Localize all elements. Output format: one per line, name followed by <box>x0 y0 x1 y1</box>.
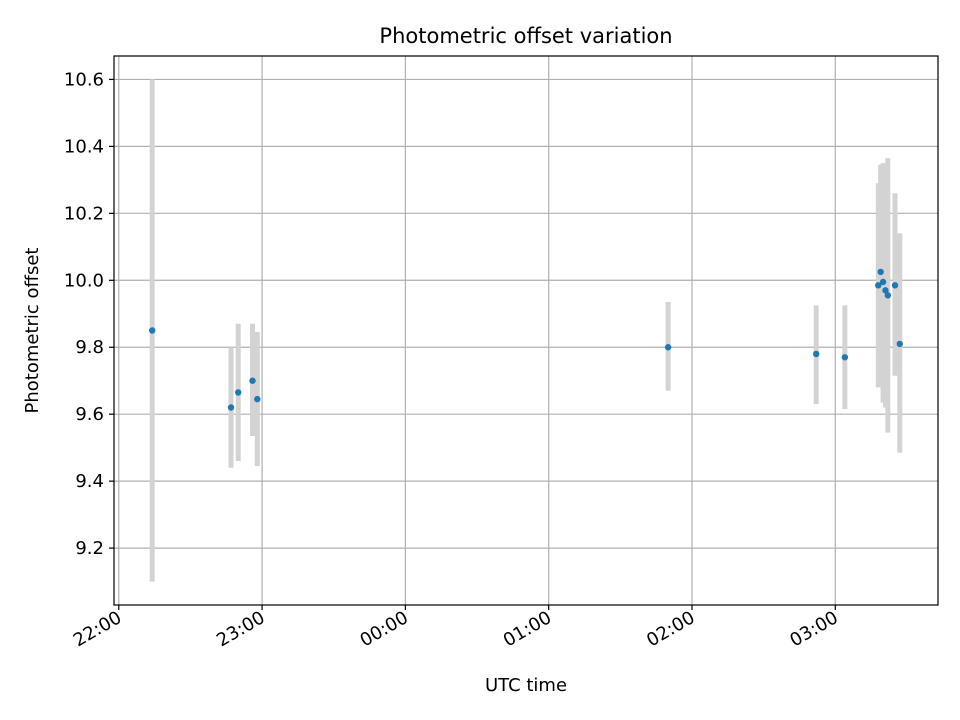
data-point <box>227 404 235 411</box>
y-axis-label: Photometric offset <box>22 248 43 414</box>
data-point <box>896 340 903 348</box>
data-point <box>664 344 672 351</box>
data-point <box>149 327 156 334</box>
data-point <box>249 377 256 384</box>
y-tick-label: 10.6 <box>64 69 104 90</box>
chart-title: Photometric offset variation <box>379 24 672 48</box>
data-point <box>254 395 261 403</box>
y-tick-label: 9.8 <box>75 337 104 358</box>
y-tick-label: 10.0 <box>64 270 104 291</box>
data-point <box>812 350 820 358</box>
data-point <box>875 282 882 289</box>
plot-frame <box>113 55 939 606</box>
data-point <box>234 389 242 396</box>
y-tick-label: 10.4 <box>64 136 104 157</box>
data-point <box>877 268 884 276</box>
data-point <box>879 278 887 286</box>
data-point <box>884 292 892 299</box>
x-axis-label: UTC time <box>485 675 567 696</box>
data-points <box>149 268 903 411</box>
y-axis: 9.2 9.4 9.6 9.8 10.0 10.2 10.4 10.6 <box>64 69 114 559</box>
data-point <box>882 287 889 294</box>
y-tick-label: 9.4 <box>75 471 104 492</box>
y-tick-label: 10.2 <box>64 203 104 224</box>
y-tick-label: 9.6 <box>75 404 104 425</box>
data-point <box>841 354 849 361</box>
data-point <box>891 282 899 289</box>
y-tick-label: 9.2 <box>75 538 104 559</box>
